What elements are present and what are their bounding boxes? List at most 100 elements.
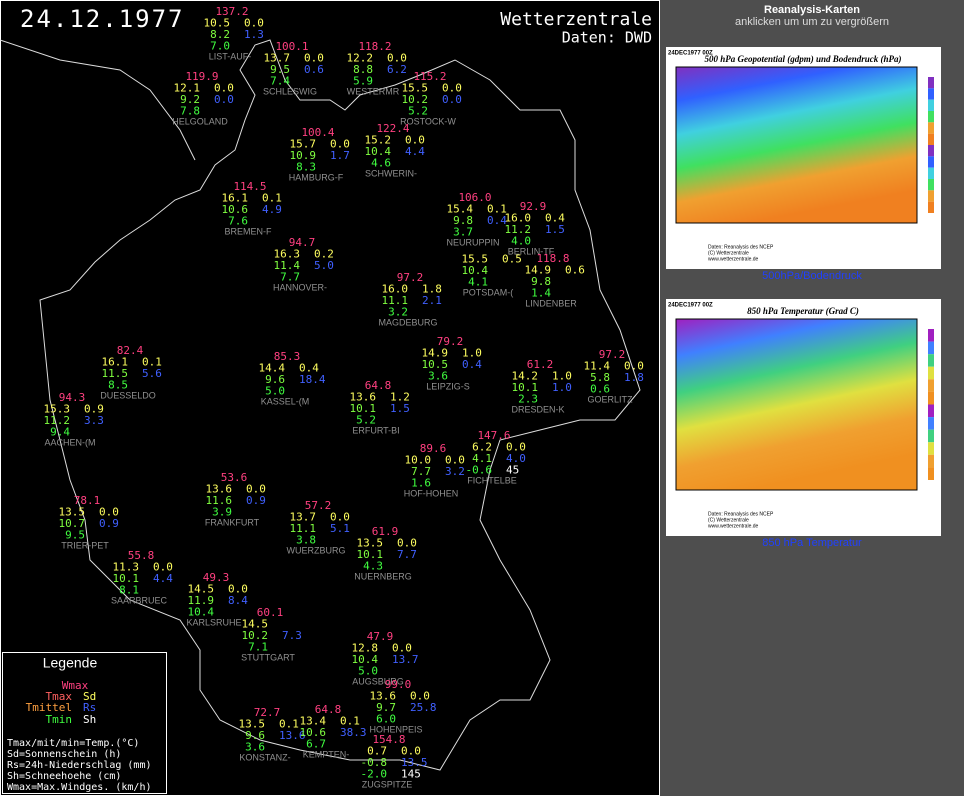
station-tmin: 2.3 [518, 393, 538, 406]
station-tmittel: 10.2 [402, 93, 429, 106]
legend-rs: Rs [83, 701, 96, 714]
station-tmin: 1.4 [531, 287, 551, 300]
station-sd: 0.1 [487, 203, 507, 216]
station-tmax: 14.9 [422, 347, 449, 360]
station-tmin: 6.7 [306, 738, 326, 751]
brand: Wetterzentrale [500, 9, 652, 30]
station-wmax: 97.2 [397, 271, 424, 284]
legend-tmax: Tmax [46, 690, 73, 703]
legend-tmittel: Tmittel [26, 701, 72, 714]
station-tmin: 7.4 [270, 75, 290, 88]
station-tmin: 10.4 [188, 606, 215, 619]
station-tmax: 16.3 [274, 248, 301, 261]
station-tmittel: 9.5 [270, 63, 290, 76]
station-rs: 6.2 [387, 63, 407, 76]
station-sd: 0.0 [506, 441, 526, 454]
station-tmax: 10.5 [204, 17, 231, 30]
station-tmittel: 11.6 [206, 494, 233, 507]
station-wmax: 64.8 [365, 379, 392, 392]
colorbar [928, 329, 934, 342]
station-tmittel: 8.8 [353, 63, 373, 76]
colorbar [928, 354, 934, 367]
station-tmax: 14.5 [188, 583, 215, 596]
sidebar: Reanalysis-Karten anklicken um um zu ver… [660, 0, 964, 796]
station-tmittel: 10.5 [422, 358, 449, 371]
station-tmin: 6.0 [376, 713, 396, 726]
station-rs: 4.0 [506, 452, 526, 465]
station-rs: 5.6 [142, 367, 162, 380]
station-wmax: 118.8 [536, 252, 569, 265]
station-tmin: -0.6 [466, 464, 493, 477]
legend-sh: Sh [83, 713, 96, 726]
station-tmittel: 10.6 [300, 726, 327, 739]
station-tmin: 5.0 [265, 385, 285, 398]
weather-map: 24.12.1977 Wetterzentrale Daten: DWD Leg… [0, 0, 660, 796]
station-wmax: 100.4 [301, 126, 334, 139]
station-tmax: 12.2 [347, 52, 374, 65]
station-tmin: 3.6 [428, 370, 448, 383]
station-name: AUGSBURG [352, 676, 404, 686]
map-image [675, 318, 918, 491]
station-tmax: 13.6 [370, 690, 397, 703]
station-name: ERFURT-BI [352, 425, 399, 435]
station-wmax: 82.4 [117, 344, 144, 357]
station-name: GOERLITZ [587, 394, 633, 404]
map-credit: www.wetterzentrale.de [708, 523, 759, 529]
station-sd: 0.0 [330, 138, 350, 151]
station-rs: 5.1 [330, 522, 350, 535]
station-tmin: 8.5 [108, 379, 128, 392]
station-rs: 25.8 [410, 701, 437, 714]
station-wmax: 64.8 [315, 703, 342, 716]
colorbar [928, 99, 934, 111]
station-wmax: 115.2 [413, 70, 446, 83]
colorbar [928, 201, 934, 213]
station-sd: 0.0 [99, 506, 119, 519]
map-credit: www.wetterzentrale.de [708, 256, 759, 262]
station-sd: 1.0 [462, 347, 482, 360]
station-tmin: 3.7 [453, 226, 473, 239]
map-credit: (C) Wetterzentrale [708, 250, 749, 256]
station-tmin: 5.0 [358, 665, 378, 678]
station-tmin: 8.3 [296, 161, 316, 174]
station-sd: 0.0 [304, 52, 324, 65]
station-tmax: 12.1 [174, 82, 201, 95]
station-tmax: 13.7 [264, 52, 291, 65]
station-rs: 4.4 [153, 572, 173, 585]
station-tmittel: 10.1 [350, 402, 377, 415]
station-tmax: 14.2 [512, 370, 539, 383]
station-tmittel: 9.8 [453, 214, 473, 227]
station-name: ZUGSPITZE [362, 779, 413, 789]
station-wmax: 53.6 [221, 471, 248, 484]
station-tmax: 15.7 [290, 138, 317, 151]
station-tmax: 12.8 [352, 642, 379, 655]
station-tmax: 16.1 [102, 356, 129, 369]
date: 24.12.1977 [20, 5, 185, 33]
station-wmax: 119.9 [185, 70, 218, 83]
reanalysis-map[interactable]: 24DEC1977 00Z 850 hPa Temperatur (Grad C)… [666, 299, 941, 536]
colorbar [928, 167, 934, 179]
station-tmax: 10.0 [405, 454, 432, 467]
station-tmax: 13.4 [300, 715, 327, 728]
station-tmin: 4.3 [363, 560, 383, 573]
map-stamp: 24DEC1977 00Z [668, 51, 713, 57]
station-wmax: 106.0 [458, 191, 491, 204]
station-tmax: 14.5 [242, 618, 269, 631]
colorbar [928, 179, 934, 191]
station-rs: 1.0 [552, 381, 572, 394]
colorbar [928, 467, 934, 480]
station-sd: 1.2 [390, 391, 410, 404]
map-link[interactable]: 850 hPa Temperatur [762, 537, 862, 549]
station-tmin: 0.6 [590, 383, 610, 396]
station-rs: 1.7 [330, 149, 350, 162]
station-tmittel: 11.4 [274, 259, 301, 272]
map-link[interactable]: 500hPa/Bodendruck [762, 270, 862, 282]
map-credit: Daten: Reanalysis des NCEP [708, 511, 774, 517]
station-rs: 13.6 [279, 729, 306, 742]
station-tmax: 16.0 [382, 283, 409, 296]
station-name: KONSTANZ- [239, 752, 290, 762]
colorbar [928, 454, 934, 468]
station-sd: 0.9 [84, 403, 104, 416]
legend-note: Sh=Schneehoehe (cm) [7, 771, 121, 782]
station-tmax: 15.5 [402, 82, 429, 95]
